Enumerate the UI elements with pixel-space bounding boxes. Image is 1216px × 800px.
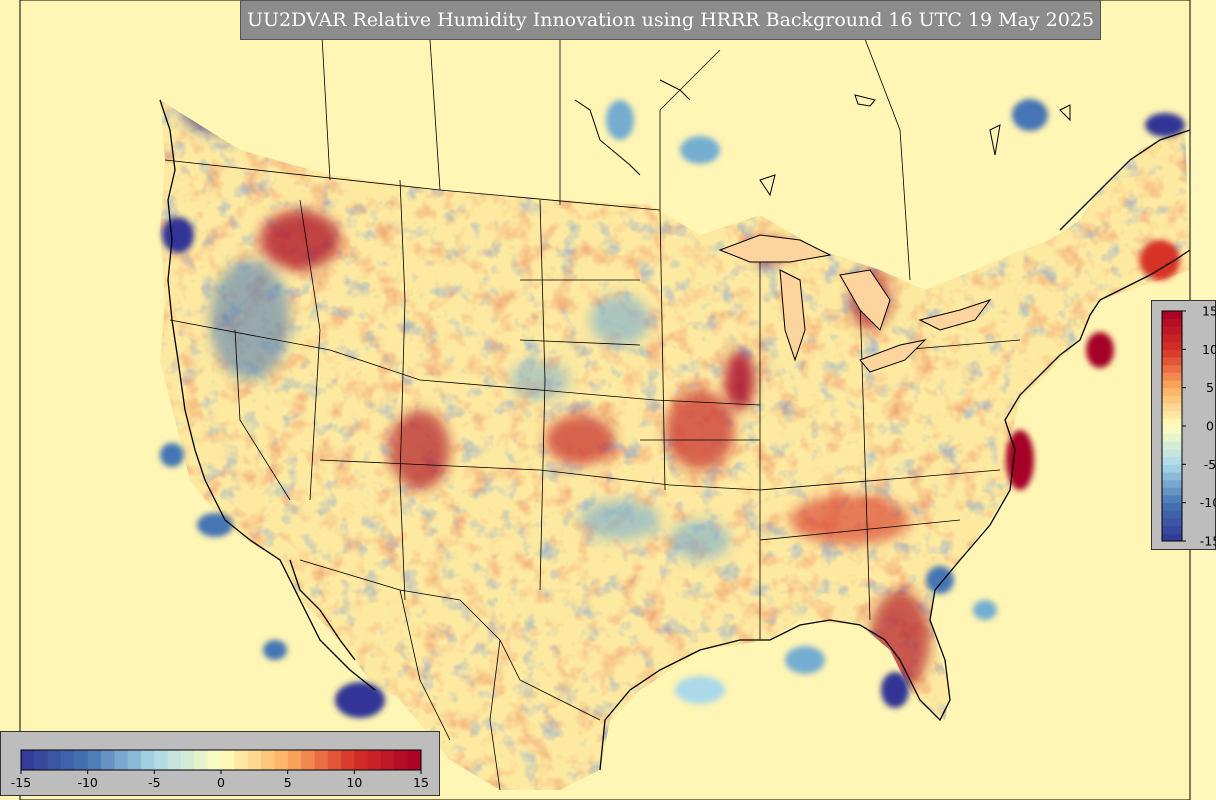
colorbar-segment bbox=[1162, 341, 1182, 350]
colorbar-segment bbox=[127, 750, 142, 770]
colorbar-segment bbox=[407, 750, 422, 770]
colorbar-segment bbox=[1162, 525, 1182, 534]
colorbar-segment bbox=[1162, 326, 1182, 335]
colorbar-segment bbox=[1162, 349, 1182, 358]
colorbar-vertical: -15 -10 -5 0 5 10 15 bbox=[1151, 300, 1216, 550]
colorbar-segment bbox=[1162, 449, 1182, 458]
colorbar-horizontal-graphic: -15 -10 -5 0 5 10 15 bbox=[11, 749, 429, 790]
colorbar-segment bbox=[154, 750, 169, 770]
colorbar-segment bbox=[261, 750, 275, 770]
great-lakes bbox=[718, 234, 992, 373]
colorbar-tick-label: -10 bbox=[1200, 495, 1216, 510]
colorbar-tick-label: 0 bbox=[217, 775, 225, 790]
colorbar-segment bbox=[207, 750, 222, 770]
colorbar-segment bbox=[194, 750, 209, 770]
colorbar-segment bbox=[367, 750, 382, 770]
colorbar-tick-label: 10 bbox=[346, 775, 362, 790]
colorbar-segment bbox=[341, 750, 355, 770]
colorbar-segment bbox=[1162, 479, 1182, 488]
colorbar-segment bbox=[141, 750, 155, 770]
colorbar-segment bbox=[1162, 372, 1182, 381]
colorbar-segment bbox=[354, 750, 369, 770]
colorbar-segment bbox=[1162, 418, 1182, 427]
colorbar-segment bbox=[1162, 441, 1182, 450]
map-title: UU2DVAR Relative Humidity Innovation usi… bbox=[240, 0, 1101, 40]
colorbar-tick-label: 5 bbox=[284, 775, 292, 790]
colorbar-segment bbox=[1162, 403, 1182, 412]
colorbar-tick-label: -5 bbox=[1204, 457, 1216, 472]
colorbar-segment bbox=[1162, 334, 1182, 343]
colorbar-segment bbox=[287, 750, 302, 770]
colorbar-segment bbox=[74, 750, 89, 770]
ocean-anomalies bbox=[160, 99, 1185, 718]
colorbar-segment bbox=[381, 750, 395, 770]
colorbar-segment bbox=[1162, 357, 1182, 366]
colorbar-segment bbox=[1162, 426, 1182, 435]
mexico-borders bbox=[299, 559, 601, 791]
colorbar-vertical-graphic: -15 -10 -5 0 5 10 15 bbox=[1161, 304, 1216, 549]
colorbar-segment bbox=[394, 750, 409, 770]
colorbar-segment bbox=[247, 750, 262, 770]
colorbar-segment bbox=[114, 750, 129, 770]
colorbar-segment bbox=[1162, 311, 1182, 320]
colorbar-segment bbox=[61, 750, 75, 770]
colorbar-tick-label: -5 bbox=[148, 775, 160, 790]
colorbar-segment bbox=[34, 750, 49, 770]
colorbar-segment bbox=[21, 750, 35, 770]
colorbar-segment bbox=[274, 750, 289, 770]
colorbar-segment bbox=[1162, 518, 1182, 527]
colorbar-segment bbox=[87, 750, 102, 770]
colorbar-segment bbox=[301, 750, 315, 770]
colorbar-segment bbox=[1162, 510, 1182, 519]
colorbar-segment bbox=[234, 750, 249, 770]
colorbar-tick-label: 0 bbox=[1206, 419, 1214, 434]
colorbar-segment bbox=[314, 750, 329, 770]
colorbar-segment bbox=[1162, 502, 1182, 511]
colorbar-segment bbox=[1162, 495, 1182, 504]
colorbar-segment bbox=[1162, 487, 1182, 496]
colorbar-tick-label: 10 bbox=[1202, 342, 1216, 357]
colorbar-segment bbox=[327, 750, 342, 770]
colorbar-segment bbox=[101, 750, 115, 770]
colorbar-segment bbox=[47, 750, 62, 770]
colorbar-tick-label: 5 bbox=[1206, 380, 1214, 395]
canada-borders bbox=[319, 0, 911, 281]
colorbar-segment bbox=[1162, 456, 1182, 465]
colorbar-segment bbox=[1162, 433, 1182, 442]
coastlines bbox=[159, 99, 1191, 771]
colorbar-segment bbox=[181, 750, 195, 770]
colorbar-tick-label: -15 bbox=[1200, 534, 1216, 549]
colorbar-segment bbox=[167, 750, 182, 770]
colorbar-segment bbox=[1162, 472, 1182, 481]
colorbar-segment bbox=[1162, 380, 1182, 389]
colorbar-tick-label: -10 bbox=[77, 775, 97, 790]
colorbar-segment bbox=[221, 750, 235, 770]
colorbar-horizontal: -15 -10 -5 0 5 10 15 bbox=[0, 731, 440, 796]
colorbar-segment bbox=[1162, 364, 1182, 373]
colorbar-segment bbox=[1162, 410, 1182, 419]
colorbar-segment bbox=[1162, 533, 1182, 542]
colorbar-segment bbox=[1162, 387, 1182, 396]
colorbar-tick-label: 15 bbox=[1202, 304, 1216, 319]
colorbar-tick-label: -15 bbox=[11, 775, 31, 790]
colorbar-segment bbox=[1162, 395, 1182, 404]
colorbar-tick-label: 15 bbox=[413, 775, 429, 790]
colorbar-segment bbox=[1162, 464, 1182, 473]
colorbar-segment bbox=[1162, 318, 1182, 327]
